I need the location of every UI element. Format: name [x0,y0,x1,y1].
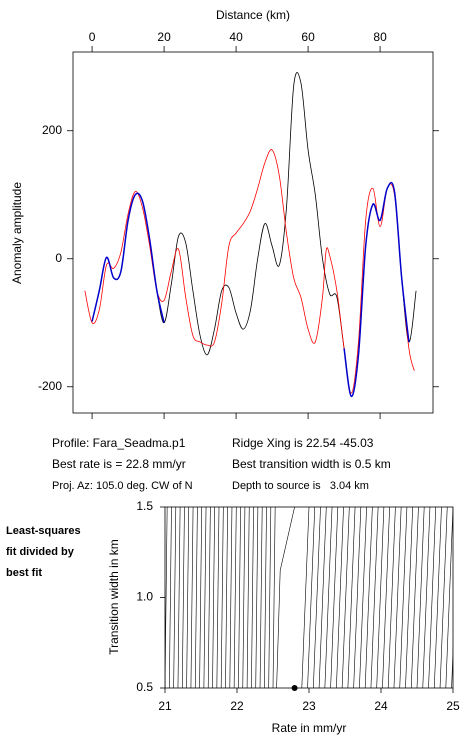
contour-line [229,507,233,688]
contour-line [181,507,185,688]
x-tick-label: 22 [230,699,244,713]
contour-line [324,507,333,688]
contour-line [186,507,190,688]
contour-line [173,507,177,688]
contour-line [169,507,172,688]
annotation: Ridge Xing is 22.54 -45.03 [232,436,374,450]
contour-line [445,507,453,688]
contour-line [370,507,379,688]
contour-line [399,507,408,688]
annotation: Profile: Fara_Seadma.p1 [52,436,186,450]
contour-line [313,507,321,688]
contour-line [359,507,367,688]
contour-line [190,507,194,688]
contour-line [330,507,339,688]
data-line [91,181,410,398]
contour-line [165,507,168,688]
contour-line [194,507,198,688]
contour-line [251,507,254,688]
contour-line [177,507,181,688]
x-tick-label: 0 [89,30,96,44]
contour-line [207,507,211,688]
x-tick-label: 24 [374,699,388,713]
contour-line [433,507,442,688]
x-axis-title: Rate in mm/yr [272,721,347,735]
contour-line [422,507,431,688]
contour-line [203,507,207,688]
y-tick-label: 0.5 [136,680,153,694]
plot-frame [72,51,434,414]
contour-line [439,507,448,688]
x-tick-label: 21 [158,699,172,713]
contour-line [276,507,295,688]
contour-line [242,507,246,688]
y-tick-label: 200 [42,123,62,137]
annotation: Depth to source is 3.04 km [232,480,369,492]
x-tick-label: 60 [301,30,315,44]
contour-line [341,507,350,688]
contour-line [410,507,419,688]
x-tick-label: 80 [373,30,387,44]
y-tick-label: 1.5 [136,499,153,513]
contour-line [382,507,390,688]
contour-line [416,507,425,688]
contour-line [259,507,263,688]
contour-line [264,507,267,688]
contour-line [347,507,356,688]
contour-line [364,507,373,688]
y-axis-title: Anomaly amplitude [10,182,24,284]
annotation: Least-squares [6,525,81,537]
contour-line [336,507,344,688]
x-tick-label: 40 [229,30,243,44]
contour-line [451,644,453,688]
x-tick-label: 20 [157,30,171,44]
plot-area [84,72,417,398]
contour-line [318,507,327,688]
data-line [84,149,415,394]
contour-line [238,507,241,688]
contour-line [199,507,203,688]
contour-line [405,507,413,688]
contour-line [387,507,396,688]
y-tick-label: 0 [55,251,62,265]
contour-line [255,507,259,688]
contour-line [233,507,237,688]
annotation: fit divided by [6,546,75,558]
contour-line [428,507,437,688]
x-axis-title: Distance (km) [216,8,290,22]
annotation: Best rate is = 22.8 mm/yr [52,457,186,471]
contour-line [301,507,310,688]
contour-line [268,507,272,688]
annotation: Best transition width is 0.5 km [232,457,391,471]
y-tick-label: -200 [38,379,62,393]
y-tick-label: 1.0 [136,590,153,604]
x-tick-label: 25 [446,699,460,713]
contour-line [393,507,402,688]
annotation: best fit [6,567,42,579]
contour-line [272,507,276,688]
annotation: Proj. Az: 105.0 deg. CW of N [52,480,193,492]
contour-line [212,507,215,688]
contour-line [353,507,362,688]
plot-area [165,507,453,688]
contour-line [220,507,224,688]
contour-line [225,507,228,688]
plot-frame [164,506,454,689]
contour-line [216,507,220,688]
contour-line [307,507,316,688]
contour-line [376,507,385,688]
y-axis-title: Transition width in km [107,539,121,655]
contour-line [246,507,250,688]
x-tick-label: 23 [302,699,316,713]
best-fit-point [291,685,298,691]
